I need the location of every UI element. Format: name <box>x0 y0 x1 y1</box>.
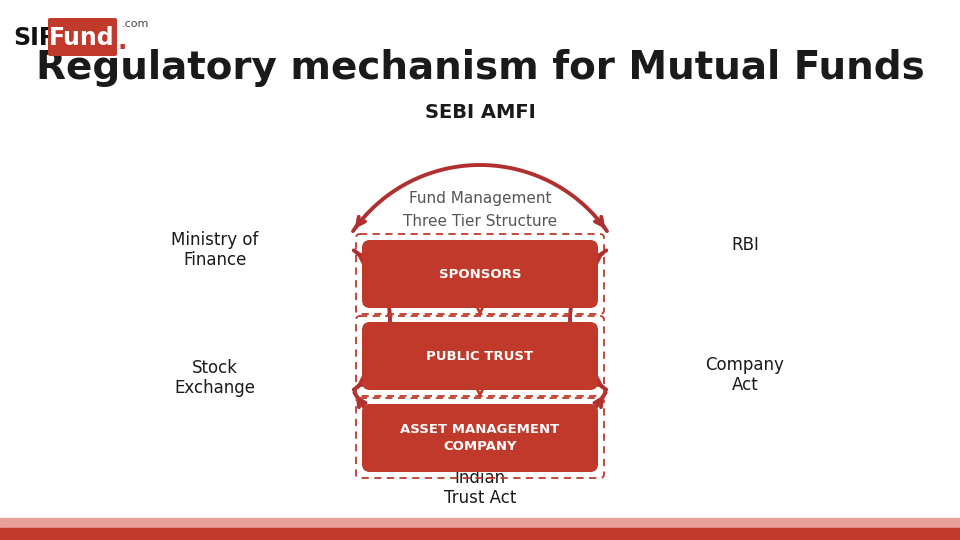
Text: RBI: RBI <box>732 236 759 254</box>
Text: Company
Act: Company Act <box>706 356 784 394</box>
FancyBboxPatch shape <box>362 404 598 472</box>
Text: .: . <box>117 30 127 54</box>
Text: Indian
Trust Act: Indian Trust Act <box>444 469 516 508</box>
Text: Regulatory mechanism for Mutual Funds: Regulatory mechanism for Mutual Funds <box>36 49 924 87</box>
Bar <box>0 518 960 528</box>
Text: Ministry of
Finance: Ministry of Finance <box>171 231 258 269</box>
Text: SEBI AMFI: SEBI AMFI <box>424 103 536 122</box>
FancyBboxPatch shape <box>362 240 598 308</box>
Text: Fund: Fund <box>49 26 115 50</box>
Text: SPONSORS: SPONSORS <box>439 267 521 280</box>
Text: Fund Management
Three Tier Structure: Fund Management Three Tier Structure <box>403 191 557 228</box>
Text: Stock
Exchange: Stock Exchange <box>175 359 255 397</box>
Bar <box>0 528 960 540</box>
Text: SIP: SIP <box>13 26 57 50</box>
Text: ASSET MANAGEMENT
COMPANY: ASSET MANAGEMENT COMPANY <box>400 423 560 453</box>
Text: PUBLIC TRUST: PUBLIC TRUST <box>426 349 534 362</box>
FancyBboxPatch shape <box>48 18 117 56</box>
FancyBboxPatch shape <box>362 322 598 390</box>
Text: .com: .com <box>122 19 150 29</box>
